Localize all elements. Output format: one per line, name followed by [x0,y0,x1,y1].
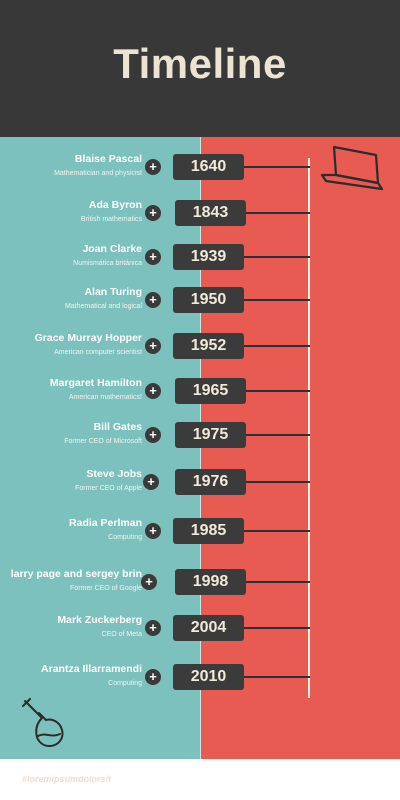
person-name: Margaret Hamilton [49,377,142,389]
year-badge: 1965 [175,378,246,404]
plus-icon[interactable]: + [145,523,161,539]
person-name: Steve Jobs [86,468,142,480]
plus-icon[interactable]: + [145,338,161,354]
person-role: American computer scientist [54,349,142,356]
year-badge: 1939 [173,244,244,270]
plus-icon[interactable]: + [145,205,161,221]
person-name: Radia Perlman [69,517,142,529]
connector-line [244,256,310,258]
year-badge: 1950 [173,287,244,313]
hashtag-text: #loremipsumdolorsit [22,774,112,784]
person-role: Former CEO of Apple [75,485,142,492]
person-role: CEO of Meta [101,631,142,638]
plus-icon[interactable]: + [145,427,161,443]
person-name: Joan Clarke [82,243,142,255]
timeline-entry: Radia Perlman Computing +1985 [0,517,400,547]
plus-icon[interactable]: + [145,669,161,685]
right-panel [201,137,400,759]
connector-line [244,676,310,678]
plus-icon[interactable]: + [145,249,161,265]
timeline-entry: Mark Zuckerberg CEO of Meta +2004 [0,614,400,644]
year-badge: 1640 [173,154,244,180]
plus-icon[interactable]: + [145,292,161,308]
person-role: American mathematics! [68,394,142,401]
connector-line [244,299,310,301]
connector-line [246,581,310,583]
timeline-entry: Margaret Hamilton American mathematics! +1… [0,377,400,407]
timeline-entry: Blaise Pascal Mathematician and physicist… [0,153,400,183]
year-badge: 1976 [175,469,246,495]
connector-line [244,530,310,532]
timeline-entry: larry page and sergey brin Former CEO of … [0,568,400,598]
timeline-entry: Grace Murray Hopper American computer sci… [0,332,400,362]
year-badge: 1985 [173,518,244,544]
connector-line [246,390,310,392]
plus-icon[interactable]: + [141,574,157,590]
timeline-entry: Alan Turing Mathematical and logical +1950 [0,286,400,316]
header-bar [0,0,400,137]
timeline-axis [308,158,310,698]
person-role: Numismática británica [73,260,142,267]
year-badge: 1998 [175,569,246,595]
connector-line [244,345,310,347]
person-name: Arantza Illarramendi [41,663,142,675]
year-badge: 1975 [175,422,246,448]
plus-icon[interactable]: + [145,620,161,636]
connector-line [244,627,310,629]
timeline-entry: Steve Jobs Former CEO of Apple +1976 [0,468,400,498]
plus-icon[interactable]: + [145,383,161,399]
person-role: Computing [108,680,142,687]
plus-icon[interactable]: + [143,474,159,490]
person-role: Mathematical and logical [64,303,142,310]
person-name: Ada Byron [88,199,142,211]
person-role: Former CEO of Google [70,585,142,592]
laptop-icon [320,145,384,191]
page-title: Timeline [113,40,287,87]
flask-icon [22,698,64,747]
timeline-entry: Arantza Illarramendi Computing +2010 [0,663,400,693]
year-badge: 2004 [173,615,244,641]
person-role: Former CEO of Microsoft [64,438,142,445]
connector-line [246,481,310,483]
person-name: Bill Gates [93,421,142,433]
person-role: Mathematician and physicist [54,170,142,177]
panel-divider [200,137,201,759]
connector-line [246,212,310,214]
person-role: British mathematics [80,216,142,223]
left-panel [0,137,201,759]
year-badge: 1952 [173,333,244,359]
connector-line [246,434,310,436]
plus-icon[interactable]: + [145,159,161,175]
person-name: Alan Turing [84,286,142,298]
person-name: Grace Murray Hopper [34,332,142,344]
timeline-entry: Ada Byron British mathematics +1843 [0,199,400,229]
year-badge: 1843 [175,200,246,226]
year-badge: 2010 [173,664,244,690]
person-role: Computing [108,534,142,541]
person-name: larry page and sergey brin [10,568,142,580]
timeline-entry: Joan Clarke Numismática británica +1939 [0,243,400,273]
timeline-entry: Bill Gates Former CEO of Microsoft +1975 [0,421,400,451]
connector-line [244,166,310,168]
person-name: Mark Zuckerberg [57,614,142,626]
person-name: Blaise Pascal [74,153,142,165]
